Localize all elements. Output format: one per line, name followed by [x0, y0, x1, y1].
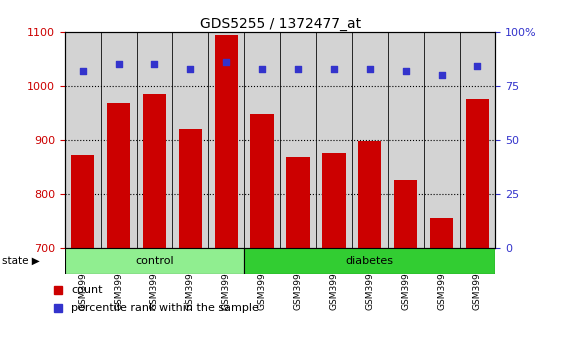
Text: diabetes: diabetes — [346, 256, 394, 266]
Bar — [322, 153, 346, 248]
Point — [222, 59, 231, 65]
Bar — [65, 32, 101, 248]
Point — [293, 66, 302, 72]
Point — [437, 72, 446, 78]
Bar — [107, 103, 130, 248]
Point — [329, 66, 338, 72]
Bar — [394, 180, 417, 248]
Bar — [424, 32, 459, 248]
Point — [401, 68, 410, 74]
Text: disease state ▶: disease state ▶ — [0, 256, 39, 266]
Point — [150, 61, 159, 67]
Point — [78, 68, 87, 74]
Bar — [172, 32, 208, 248]
Bar — [388, 32, 424, 248]
Text: count: count — [71, 285, 102, 295]
Text: control: control — [135, 256, 174, 266]
Bar — [244, 248, 495, 274]
Bar — [71, 155, 95, 248]
Bar — [178, 129, 202, 248]
Bar — [280, 32, 316, 248]
Point — [365, 66, 374, 72]
Point — [258, 66, 267, 72]
Bar — [208, 32, 244, 248]
Bar — [358, 141, 382, 248]
Bar — [101, 32, 137, 248]
Point — [473, 64, 482, 69]
Bar — [251, 114, 274, 248]
Point — [114, 61, 123, 67]
Bar — [287, 157, 310, 248]
Bar — [143, 94, 166, 248]
Text: percentile rank within the sample: percentile rank within the sample — [71, 303, 259, 314]
Bar — [430, 218, 453, 248]
Bar — [215, 35, 238, 248]
Bar — [244, 32, 280, 248]
Bar — [316, 32, 352, 248]
Bar — [352, 32, 388, 248]
Bar — [65, 248, 244, 274]
Point — [186, 66, 195, 72]
Bar — [137, 32, 172, 248]
Title: GDS5255 / 1372477_at: GDS5255 / 1372477_at — [199, 17, 361, 31]
Bar — [459, 32, 495, 248]
Bar — [466, 99, 489, 248]
